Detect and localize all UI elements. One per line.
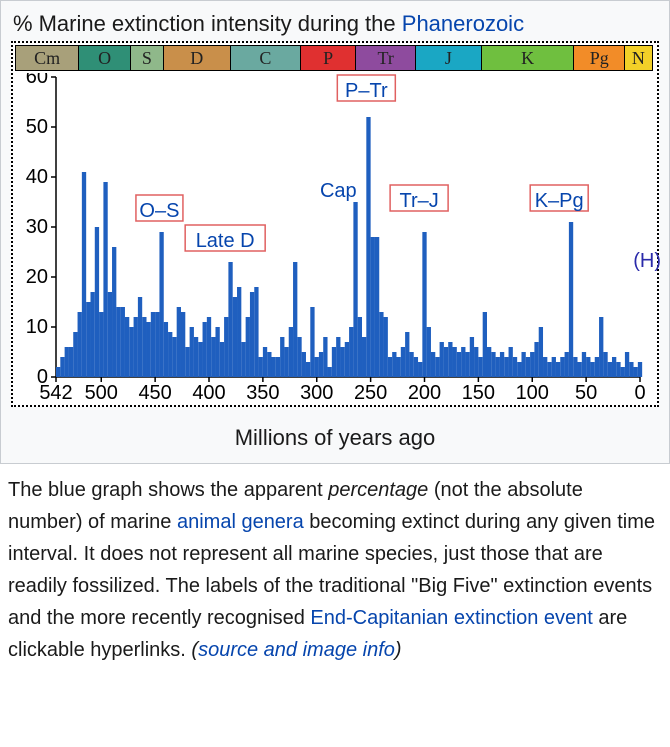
chart-title-row: % Marine extinction intensity during the… <box>7 7 663 39</box>
svg-text:250: 250 <box>354 382 387 403</box>
svg-text:P–Tr: P–Tr <box>345 80 388 102</box>
caption-link-source[interactable]: source and image info <box>198 639 395 661</box>
holocene-marker: (H) <box>633 250 661 273</box>
period-O[interactable]: O <box>79 46 131 70</box>
svg-text:20: 20 <box>26 266 48 288</box>
svg-text:350: 350 <box>246 382 279 403</box>
period-Cm[interactable]: Cm <box>16 46 79 70</box>
caption-link-genera[interactable]: animal genera <box>177 511 304 533</box>
chart-title-link[interactable]: Phanerozoic <box>402 11 524 36</box>
svg-text:50: 50 <box>575 382 597 403</box>
svg-text:30: 30 <box>26 216 48 238</box>
svg-text:150: 150 <box>462 382 495 403</box>
svg-text:K–Pg: K–Pg <box>535 190 584 212</box>
svg-text:60: 60 <box>26 73 48 88</box>
svg-text:100: 100 <box>516 382 549 403</box>
svg-text:542: 542 <box>39 382 72 403</box>
svg-text:10: 10 <box>26 316 48 338</box>
caption-link-capitanian[interactable]: End-Capitanian extinction event <box>310 607 592 629</box>
svg-text:Cap: Cap <box>320 180 357 202</box>
period-K[interactable]: K <box>482 46 575 70</box>
svg-text:O–S: O–S <box>139 200 179 222</box>
caption-text: The blue graph shows the apparent <box>8 479 328 501</box>
chart-title: Marine extinction intensity during the P… <box>39 11 525 37</box>
svg-text:Tr–J: Tr–J <box>399 190 438 212</box>
svg-text:200: 200 <box>408 382 441 403</box>
chart-container: % Marine extinction intensity during the… <box>0 0 670 464</box>
period-S[interactable]: S <box>131 46 164 70</box>
chart-title-text: Marine extinction intensity during the <box>39 11 402 36</box>
period-P[interactable]: P <box>301 46 356 70</box>
geologic-period-bar: CmOSDCPTrJKPgN <box>15 45 653 71</box>
extinction-chart: 0 10 20 30 40 50 60 542 500 450 400 350 300 250 200 150… <box>15 73 653 403</box>
svg-text:Late D: Late D <box>196 230 255 252</box>
svg-text:40: 40 <box>26 166 48 188</box>
period-D[interactable]: D <box>164 46 231 70</box>
period-J[interactable]: J <box>416 46 482 70</box>
svg-text:450: 450 <box>138 382 171 403</box>
caption: The blue graph shows the apparent percen… <box>0 464 670 674</box>
plot-wrapper: CmOSDCPTrJKPgN 0 10 20 30 40 50 60 542 500 450 400… <box>11 41 659 407</box>
plot-border: CmOSDCPTrJKPgN 0 10 20 30 40 50 60 542 500 450 400… <box>11 41 659 407</box>
period-C[interactable]: C <box>231 46 301 70</box>
period-Tr[interactable]: Tr <box>356 46 416 70</box>
svg-text:500: 500 <box>85 382 118 403</box>
x-axis-label: Millions of years ago <box>7 411 663 457</box>
svg-text:400: 400 <box>192 382 225 403</box>
period-Pg[interactable]: Pg <box>574 46 624 70</box>
svg-text:50: 50 <box>26 116 48 138</box>
svg-text:0: 0 <box>634 382 645 403</box>
caption-em: percentage <box>328 479 428 501</box>
y-axis-unit: % <box>13 11 33 37</box>
period-N[interactable]: N <box>625 46 652 70</box>
svg-text:300: 300 <box>300 382 333 403</box>
caption-source: (source and image info) <box>191 639 401 661</box>
